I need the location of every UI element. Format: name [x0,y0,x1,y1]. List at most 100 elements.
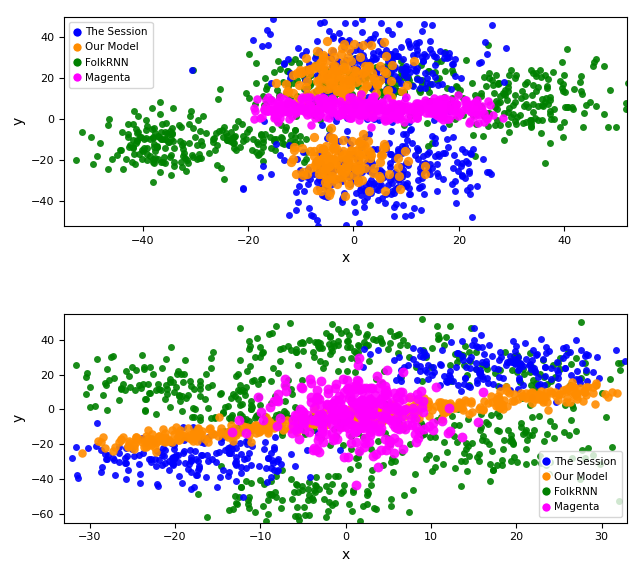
Point [337,416,347,425]
Point [310,157,321,166]
Point [271,105,282,114]
Point [309,443,319,452]
Point [312,105,323,114]
Point [380,410,390,419]
Point [337,486,348,495]
Point [194,429,204,438]
Point [458,380,468,389]
Point [258,347,268,356]
Point [497,456,508,465]
Point [273,98,283,107]
Point [177,407,187,416]
Point [324,350,335,359]
Point [342,38,353,47]
Point [374,102,385,111]
Point [255,401,266,410]
Point [179,369,189,378]
Point [362,329,372,338]
Point [558,79,568,88]
Point [413,427,424,436]
Point [280,423,291,432]
Point [330,472,340,481]
Point [308,496,318,505]
Point [168,103,178,112]
Point [310,107,320,116]
Point [188,153,198,162]
Point [396,87,406,96]
Point [312,106,322,115]
Point [444,404,454,413]
Point [307,411,317,420]
Point [488,380,498,389]
Point [303,83,314,92]
Point [221,128,231,137]
Point [340,414,351,423]
Point [256,131,266,140]
Point [493,373,504,382]
Point [398,201,408,210]
Point [388,155,399,164]
Point [257,41,267,50]
Point [319,495,329,504]
Point [316,187,326,196]
Point [362,37,372,46]
Point [589,57,599,66]
Point [376,446,387,455]
Point [549,105,559,114]
Point [478,431,488,440]
Point [250,352,260,361]
Point [321,70,331,79]
Point [510,360,520,369]
Point [131,125,141,134]
Point [381,189,391,198]
Point [372,105,383,114]
Point [353,103,364,112]
Point [475,403,485,412]
Point [365,162,376,171]
Point [342,127,352,136]
Point [236,439,246,448]
Point [316,411,326,420]
Point [243,436,253,445]
Point [387,189,397,198]
Point [333,137,344,146]
Point [359,67,369,76]
Point [201,473,211,482]
Point [380,387,390,396]
Point [374,171,384,180]
Point [374,87,385,96]
Point [318,437,328,446]
Point [387,79,397,88]
Point [339,100,349,109]
Point [274,410,284,419]
Point [470,90,481,99]
Point [235,380,245,389]
Point [415,361,425,370]
Point [286,474,296,483]
Point [335,418,346,427]
Point [483,69,493,78]
Point [455,350,465,359]
Point [152,436,162,445]
Point [310,416,321,425]
Point [481,168,492,177]
Point [102,406,112,415]
Point [292,75,302,84]
Point [301,46,311,55]
Point [394,405,404,414]
Point [418,407,428,416]
Point [265,29,275,38]
Point [228,426,238,435]
Point [348,109,358,118]
Point [313,337,323,346]
Point [365,34,375,43]
Point [253,151,263,160]
Point [387,99,397,108]
Point [179,432,189,441]
Point [546,364,556,373]
Point [403,135,413,144]
Point [172,423,182,432]
Point [153,380,163,389]
Point [382,397,392,406]
Point [150,410,161,419]
